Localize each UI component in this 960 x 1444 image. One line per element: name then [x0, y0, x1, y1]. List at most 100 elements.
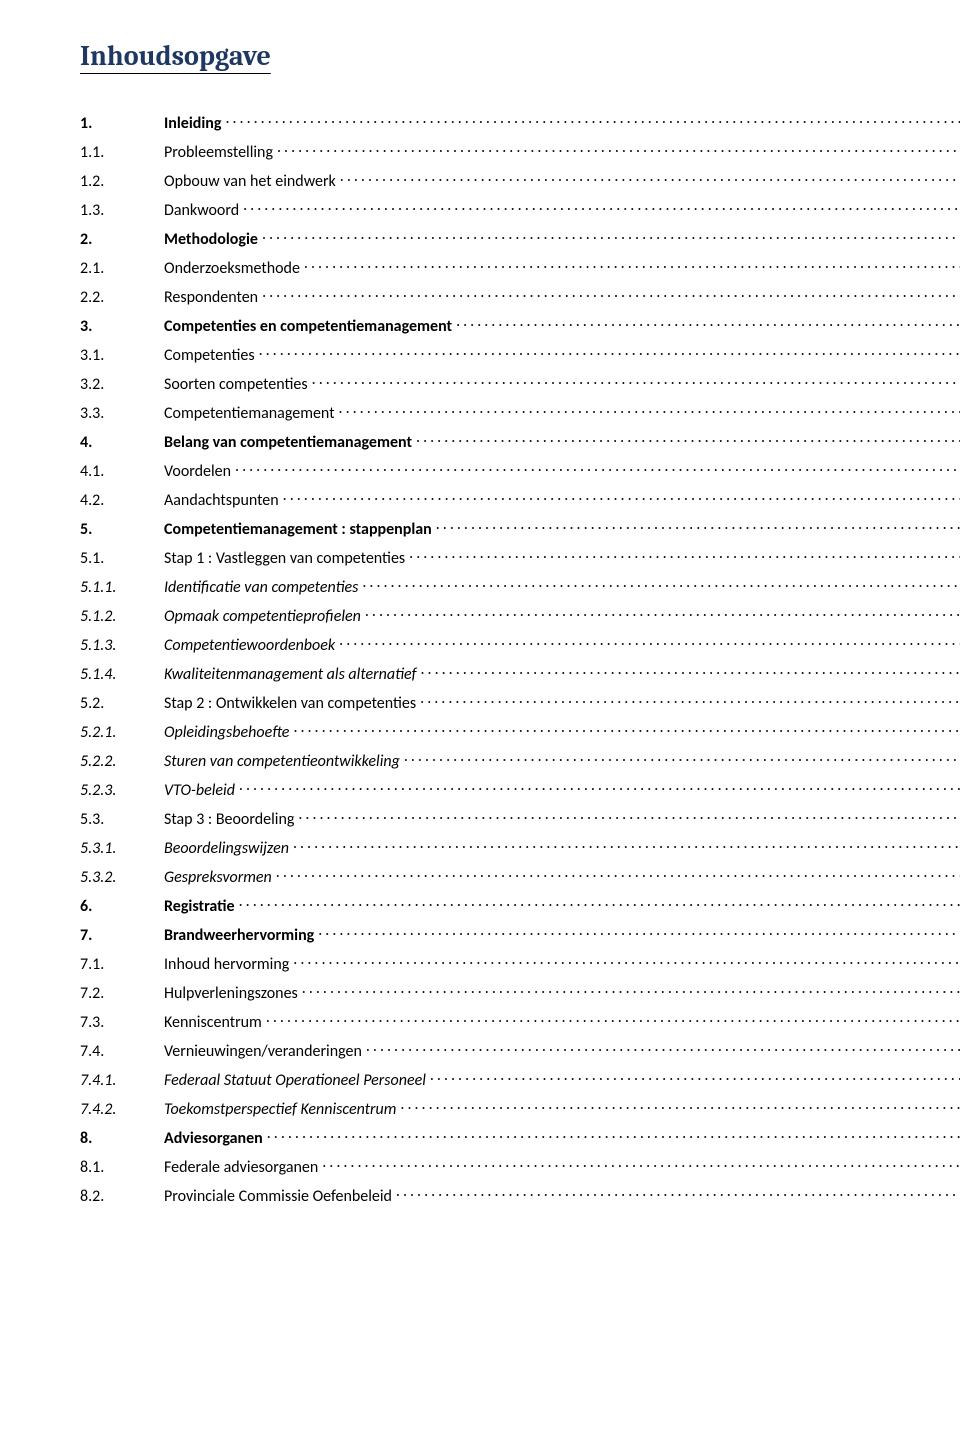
toc-leader-dots [312, 373, 960, 389]
toc-entry: 1.3.Dankwoord5 [80, 199, 960, 220]
toc-entry-number: 8.1. [80, 1158, 164, 1177]
toc-title: Inhoudsopgave [80, 40, 960, 72]
toc-entry-label: Methodologie [164, 230, 258, 249]
toc-entry-label: Inhoud hervorming [164, 955, 289, 974]
toc-leader-dots [239, 779, 960, 795]
toc-entry-label: Kenniscentrum [164, 1013, 262, 1032]
toc-entry: 3.Competenties en competentiemanagement7 [80, 315, 960, 336]
toc-entry-label: Brandweerhervorming [164, 926, 314, 945]
toc-entry: 6.Registratie26 [80, 895, 960, 916]
toc-entry: 8.1.Federale adviesorganen30 [80, 1156, 960, 1177]
toc-entry: 5.Competentiemanagement : stappenplan10 [80, 518, 960, 539]
toc-entry-number: 5.1.1. [80, 578, 164, 597]
toc-leader-dots [262, 286, 960, 302]
toc-leader-dots [235, 460, 960, 476]
toc-leader-dots [396, 1185, 960, 1201]
toc-leader-dots [340, 170, 960, 186]
toc-entry-label: Identificatie van competenties [164, 578, 358, 597]
toc-entry-label: Hulpverleningszones [164, 984, 298, 1003]
toc-entry-number: 2.1. [80, 259, 164, 278]
toc-entry-label: Respondenten [164, 288, 258, 307]
toc-entry: 3.3.Competentiemanagement8 [80, 402, 960, 423]
toc-entry: 1.2.Opbouw van het eindwerk5 [80, 170, 960, 191]
toc-leader-dots [298, 808, 960, 824]
toc-entry: 5.3.1.Beoordelingswijzen22 [80, 837, 960, 858]
toc-entry: 5.1.2.Opmaak competentieprofielen12 [80, 605, 960, 626]
toc-entry-label: Voordelen [164, 462, 231, 481]
toc-entry-number: 8. [80, 1129, 164, 1148]
toc-entry: 4.2.Aandachtspunten9 [80, 489, 960, 510]
toc-leader-dots [430, 1069, 960, 1085]
toc-leader-dots [420, 692, 960, 708]
toc-entry: 7.Brandweerhervorming27 [80, 924, 960, 945]
toc-entry-number: 8.2. [80, 1187, 164, 1206]
toc-entry-number: 7.3. [80, 1013, 164, 1032]
toc-entry-number: 5.2.1. [80, 723, 164, 742]
toc-entry: 4.Belang van competentiemanagement9 [80, 431, 960, 452]
toc-entry-number: 4. [80, 433, 164, 452]
toc-entry: 5.3.Stap 3 : Beoordeling22 [80, 808, 960, 829]
toc-entry-label: Dankwoord [164, 201, 239, 220]
toc-leader-dots [421, 663, 960, 679]
toc-entry-number: 1.3. [80, 201, 164, 220]
toc-leader-dots [293, 721, 960, 737]
toc-leader-dots [400, 1098, 960, 1114]
toc-leader-dots [293, 837, 960, 853]
toc-entry-label: Competentiemanagement : stappenplan [164, 520, 432, 539]
toc-entry-label: Competenties [164, 346, 255, 365]
toc-entry: 5.1.Stap 1 : Vastleggen van competenties… [80, 547, 960, 568]
toc-entry-label: Opleidingsbehoefte [164, 723, 289, 742]
toc-leader-dots [276, 866, 960, 882]
toc-entry-label: Competenties en competentiemanagement [164, 317, 452, 336]
toc-leader-dots [266, 1011, 960, 1027]
toc-entry-number: 5.1.3. [80, 636, 164, 655]
toc-entry-label: Federaal Statuut Operationeel Personeel [164, 1071, 426, 1090]
toc-entry-number: 5. [80, 520, 164, 539]
toc-entry: 5.2.3.VTO-beleid20 [80, 779, 960, 800]
toc-entry: 2.Methodologie6 [80, 228, 960, 249]
toc-entry-number: 5.2.3. [80, 781, 164, 800]
toc-entry-number: 7.2. [80, 984, 164, 1003]
toc-entry-label: Stap 2 : Ontwikkelen van competenties [164, 694, 416, 713]
toc-leader-dots [339, 634, 960, 650]
toc-entry-number: 2. [80, 230, 164, 249]
toc-entry-label: Registratie [164, 897, 235, 916]
toc-entry: 8.Adviesorganen30 [80, 1127, 960, 1148]
toc-entry: 7.1.Inhoud hervorming27 [80, 953, 960, 974]
toc-leader-dots [239, 895, 960, 911]
toc-leader-dots [362, 576, 960, 592]
toc-leader-dots [302, 982, 960, 998]
toc-entry-label: Competentiemanagement [164, 404, 335, 423]
toc-entry: 7.3.Kenniscentrum28 [80, 1011, 960, 1032]
toc-leader-dots [366, 1040, 960, 1056]
toc-entry-label: Aandachtspunten [164, 491, 279, 510]
toc-entry-number: 4.2. [80, 491, 164, 510]
toc-leader-dots [436, 518, 960, 534]
toc-entry-label: Stap 1 : Vastleggen van competenties [164, 549, 405, 568]
toc-leader-dots [456, 315, 960, 331]
toc-leader-dots [365, 605, 960, 621]
toc-entry: 5.1.3.Competentiewoordenboek13 [80, 634, 960, 655]
toc-entry-label: Sturen van competentieontwikkeling [164, 752, 400, 771]
toc-entry-label: Belang van competentiemanagement [164, 433, 412, 452]
toc-entry-number: 3.3. [80, 404, 164, 423]
toc-entry: 5.2.Stap 2 : Ontwikkelen van competentie… [80, 692, 960, 713]
toc-leader-dots [267, 1127, 960, 1143]
toc-entry-number: 5.1. [80, 549, 164, 568]
toc-entry: 5.1.1.Identificatie van competenties10 [80, 576, 960, 597]
toc-entry-number: 1.1. [80, 143, 164, 162]
toc-entry-label: Opmaak competentieprofielen [164, 607, 361, 626]
toc-leader-dots [225, 112, 960, 128]
toc-entry-number: 2.2. [80, 288, 164, 307]
toc-entry-number: 7.1. [80, 955, 164, 974]
toc-entry-number: 5.2.2. [80, 752, 164, 771]
toc-entry-label: Federale adviesorganen [164, 1158, 318, 1177]
toc-leader-dots [409, 547, 960, 563]
toc-entry-number: 7.4.1. [80, 1071, 164, 1090]
toc-entry-number: 1. [80, 114, 164, 133]
toc-entry-label: Stap 3 : Beoordeling [164, 810, 294, 829]
toc-entry-number: 7. [80, 926, 164, 945]
toc-entry-label: Onderzoeksmethode [164, 259, 300, 278]
toc-entry: 1.Inleiding4 [80, 112, 960, 133]
toc-leader-dots [259, 344, 960, 360]
